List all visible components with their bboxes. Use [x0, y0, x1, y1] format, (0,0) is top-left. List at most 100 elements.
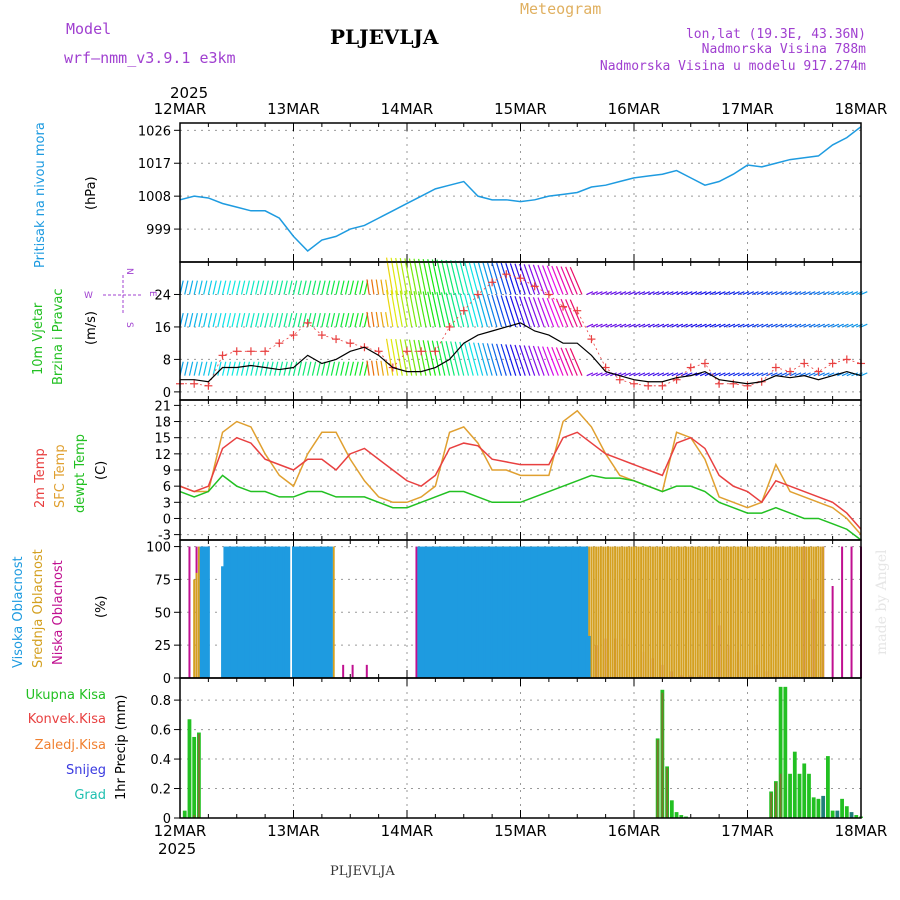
wind-vector: [695, 291, 703, 296]
wind-vector: [436, 259, 446, 295]
wind-vector: [519, 296, 531, 328]
y-tick-label: 75: [154, 573, 171, 588]
gust-line: [180, 273, 862, 387]
wind-vector: [747, 372, 755, 377]
wind-vector: [269, 280, 274, 295]
cloud-mid-bar: [670, 546, 673, 678]
wind-vector: [491, 262, 503, 295]
wind-vector: [385, 312, 389, 328]
wind-vector: [666, 323, 674, 328]
legend-wind-units: (m/s): [84, 311, 99, 345]
cloud-high-bar: [431, 546, 435, 678]
cloud-high-bar: [521, 546, 525, 678]
x-label-bottom: 15MAR: [494, 822, 547, 840]
wind-vector: [671, 372, 679, 377]
wind-vector: [212, 361, 217, 376]
y-tick-label: 25: [154, 639, 171, 654]
wind-vector: [770, 323, 778, 328]
cloud-mid-bar: [720, 546, 723, 678]
wind-vector: [647, 291, 655, 296]
cloud-high-bar: [417, 546, 421, 678]
wind-vector: [278, 312, 284, 328]
wind-vector: [245, 361, 250, 376]
x-label-top: 14MAR: [381, 100, 434, 118]
wind-vector: [366, 311, 370, 328]
wind-vector: [349, 280, 355, 295]
cloud-high-bar: [485, 546, 489, 678]
cloud-mid-bar: [687, 546, 690, 678]
cloud-high-bar: [535, 546, 539, 678]
panel-wind: [174, 257, 868, 401]
wind-vector: [808, 372, 816, 377]
cloud-high-bar: [230, 546, 234, 678]
wind-vector: [751, 372, 759, 377]
wind-vector: [714, 323, 721, 328]
wind-vector: [761, 372, 769, 377]
wind-vector: [542, 265, 555, 295]
wind-vector: [250, 361, 255, 376]
cloud-mid-bar: [595, 546, 598, 678]
cloud-mid-bar: [734, 546, 737, 678]
wind-vector: [565, 299, 578, 328]
wind-vector: [551, 265, 564, 295]
wind-vector: [643, 291, 651, 296]
wind-vector: [818, 291, 825, 296]
wind-vector: [240, 312, 246, 328]
wind-vector: [733, 291, 740, 296]
wind-vector: [316, 312, 321, 328]
wind-vector: [371, 311, 375, 328]
wind-vector: [250, 280, 255, 295]
cloud-high-bar: [282, 546, 286, 678]
wind-vector: [354, 280, 359, 295]
wind-vector: [780, 323, 788, 328]
wind-vector: [477, 261, 488, 295]
cloud-mid-bar: [597, 546, 600, 678]
wind-vector: [794, 372, 802, 377]
wind-vector: [454, 292, 465, 328]
wind-vector: [652, 323, 660, 328]
wind-vector: [459, 260, 470, 295]
wind-vector: [188, 361, 194, 376]
precip-total-bar: [187, 719, 192, 818]
wind-vector: [619, 323, 627, 328]
wind-vector: [390, 338, 399, 376]
wind-vector: [255, 361, 260, 376]
cloud-high-bar: [540, 546, 544, 678]
wind-vector: [422, 258, 432, 295]
precip-total-bar: [854, 815, 859, 818]
cloud-mid-bar: [694, 546, 697, 678]
cloud-high-bar: [511, 546, 515, 678]
wind-vector: [699, 372, 707, 377]
wind-vector: [619, 291, 627, 296]
footer-station: PLJEVLJA: [330, 864, 395, 879]
wind-vector: [198, 280, 203, 295]
wind-vector: [709, 323, 717, 328]
wind-vector: [321, 312, 326, 328]
wind-vector: [184, 280, 189, 295]
wind-vector: [600, 291, 608, 296]
wind-vector: [477, 294, 488, 328]
cloud-mid-bar: [746, 546, 749, 678]
wind-vector: [733, 323, 740, 328]
cloud-high-bar: [206, 546, 210, 678]
cloud-mid-bar: [817, 546, 820, 678]
legend-pressure-units: (hPa): [84, 176, 99, 210]
cloud-mid-bar: [798, 546, 801, 678]
wind-vector: [326, 280, 331, 295]
cloud-high-bar: [528, 546, 532, 678]
wind-vector: [699, 291, 707, 296]
wind-vector: [666, 372, 674, 377]
wind-vector: [747, 323, 755, 328]
wind-vector: [560, 266, 574, 295]
wind-vector: [614, 291, 622, 296]
cloud-high-bar: [448, 546, 452, 678]
wind-vector: [718, 372, 726, 377]
x-label-bottom: 12MAR: [154, 822, 207, 840]
wind-vector: [240, 361, 246, 376]
wind-vector: [500, 295, 512, 328]
wind-vector: [799, 372, 807, 377]
wind-vector: [395, 257, 403, 295]
cloud-mid-bar: [713, 546, 716, 678]
cloud-mid-bar: [642, 546, 645, 678]
wind-vector: [335, 280, 340, 295]
